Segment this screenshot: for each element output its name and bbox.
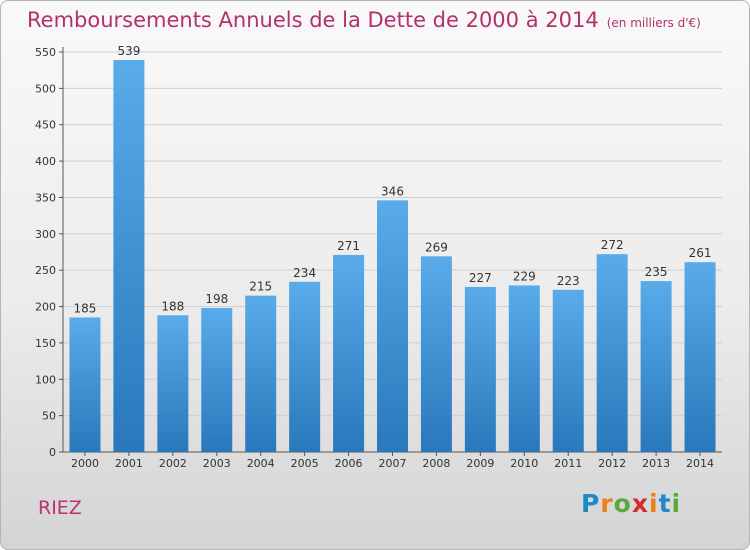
x-tick-label: 2000 xyxy=(71,457,99,470)
bar-value-label: 227 xyxy=(469,271,492,285)
bar-value-label: 223 xyxy=(557,274,580,288)
bar xyxy=(289,281,321,452)
y-tick-label: 400 xyxy=(35,155,56,168)
logo-letter: x xyxy=(631,489,649,518)
bar-value-label: 188 xyxy=(161,299,184,313)
y-tick-label: 100 xyxy=(35,373,56,386)
bar-value-label: 261 xyxy=(689,246,712,260)
city-name: RIEZ xyxy=(38,497,82,519)
bar xyxy=(552,289,584,452)
y-tick-label: 550 xyxy=(35,46,56,59)
bar xyxy=(201,308,233,452)
y-tick-label: 250 xyxy=(35,264,56,277)
logo-letter: t xyxy=(658,489,672,518)
x-tick-label: 2005 xyxy=(291,457,319,470)
x-tick-label: 2008 xyxy=(422,457,450,470)
y-tick-label: 200 xyxy=(35,301,56,314)
bar xyxy=(420,256,452,452)
logo-letter: P xyxy=(581,489,601,518)
proxiti-logo[interactable]: Proxiti xyxy=(581,489,681,518)
x-tick-label: 2001 xyxy=(115,457,143,470)
logo-letter: i xyxy=(649,489,659,518)
bar-value-label: 539 xyxy=(117,44,140,58)
bars xyxy=(69,60,716,452)
logo-letter: o xyxy=(613,489,632,518)
bar xyxy=(157,315,189,452)
y-tick-label: 350 xyxy=(35,191,56,204)
x-tick-label: 2014 xyxy=(686,457,714,470)
bar-value-label: 185 xyxy=(74,301,97,315)
x-tick-label: 2013 xyxy=(642,457,670,470)
bar xyxy=(596,254,628,452)
bar xyxy=(508,285,540,452)
bar xyxy=(69,317,101,452)
y-tick-label: 50 xyxy=(42,410,56,423)
y-tick-label: 150 xyxy=(35,337,56,350)
logo-letter: r xyxy=(600,489,614,518)
y-tick-label: 450 xyxy=(35,119,56,132)
x-tick-label: 2009 xyxy=(466,457,494,470)
x-tick-label: 2006 xyxy=(335,457,363,470)
y-tick-label: 0 xyxy=(49,446,56,459)
bar xyxy=(245,295,277,452)
bar-value-label: 271 xyxy=(337,239,360,253)
chart-title: Remboursements Annuels de la Dette de 20… xyxy=(27,8,701,32)
axes: 0 50 100 150 200 250 300 350 400 450 500 550 2000 200… xyxy=(35,46,722,470)
data-labels: 185 539 188 198 215 234 271 346 269 227 229 223 272 2… xyxy=(74,44,712,315)
bar-value-label: 215 xyxy=(249,280,272,294)
y-tick-label: 300 xyxy=(35,228,56,241)
bar-value-label: 346 xyxy=(381,184,404,198)
y-tick-label: 500 xyxy=(35,82,56,95)
logo-letter: i xyxy=(671,489,682,518)
x-tick-label: 2012 xyxy=(598,457,626,470)
bar xyxy=(640,281,672,452)
x-tick-label: 2011 xyxy=(554,457,582,470)
x-tick-label: 2007 xyxy=(379,457,407,470)
bar xyxy=(684,262,716,452)
x-tick-label: 2010 xyxy=(510,457,538,470)
bar-value-label: 269 xyxy=(425,240,448,254)
bar xyxy=(113,60,145,452)
x-tick-label: 2004 xyxy=(247,457,275,470)
bar xyxy=(377,200,408,452)
chart-title-text: Remboursements Annuels de la Dette de 20… xyxy=(27,8,599,32)
bar-value-label: 235 xyxy=(645,265,668,279)
bar-value-label: 234 xyxy=(293,266,316,280)
x-tick-label: 2002 xyxy=(159,457,187,470)
bar xyxy=(333,254,365,452)
bar xyxy=(464,286,496,452)
x-tick-label: 2003 xyxy=(203,457,231,470)
chart-unit: (en milliers d'€) xyxy=(606,16,701,30)
bar-value-label: 229 xyxy=(513,269,536,283)
bar-value-label: 272 xyxy=(601,238,624,252)
bar-value-label: 198 xyxy=(205,292,228,306)
